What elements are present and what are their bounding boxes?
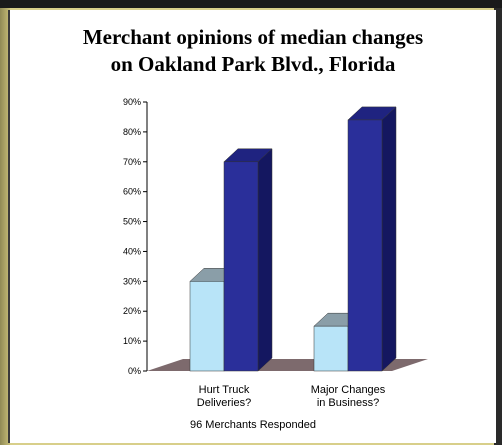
- y-tick-label: 50%: [123, 217, 141, 227]
- y-tick-label: 60%: [123, 187, 141, 197]
- slide-frame-right: [494, 8, 502, 445]
- chart-title: Merchant opinions of median changes on O…: [10, 24, 496, 78]
- footnote: 96 Merchants Responded: [190, 419, 316, 431]
- y-tick-label: 80%: [123, 127, 141, 137]
- x-category-label: Hurt Truck: [199, 384, 250, 396]
- bar-chart: 0% 10% 20% 30% 40% 50% 60% 70% 80% 90% Hurt Truck…: [123, 97, 428, 409]
- bar: [313, 325, 349, 372]
- x-category-label: Deliveries?: [197, 397, 251, 409]
- bar-side: [257, 148, 273, 372]
- y-tick-label: 0%: [128, 366, 141, 376]
- chart-title-line-2: on Oakland Park Blvd., Florida: [110, 52, 396, 76]
- y-tick-label: 40%: [123, 246, 141, 256]
- y-tick-label: 70%: [123, 157, 141, 167]
- bar: [347, 119, 383, 372]
- y-tick-label: 30%: [123, 276, 141, 286]
- y-tick-label: 90%: [123, 97, 141, 107]
- slide-frame-top: [0, 0, 502, 8]
- x-category-label: in Business?: [317, 397, 379, 409]
- bar-side: [381, 106, 397, 372]
- y-tick-label: 10%: [123, 336, 141, 346]
- y-tick-label: 20%: [123, 306, 141, 316]
- bar: [223, 161, 259, 372]
- chart-panel: Merchant opinions of median changes on O…: [8, 10, 496, 443]
- x-category-label: Major Changes: [311, 384, 386, 396]
- slide-frame-left: [0, 0, 10, 445]
- bar: [189, 281, 225, 372]
- chart-title-line-1: Merchant opinions of median changes: [82, 25, 424, 49]
